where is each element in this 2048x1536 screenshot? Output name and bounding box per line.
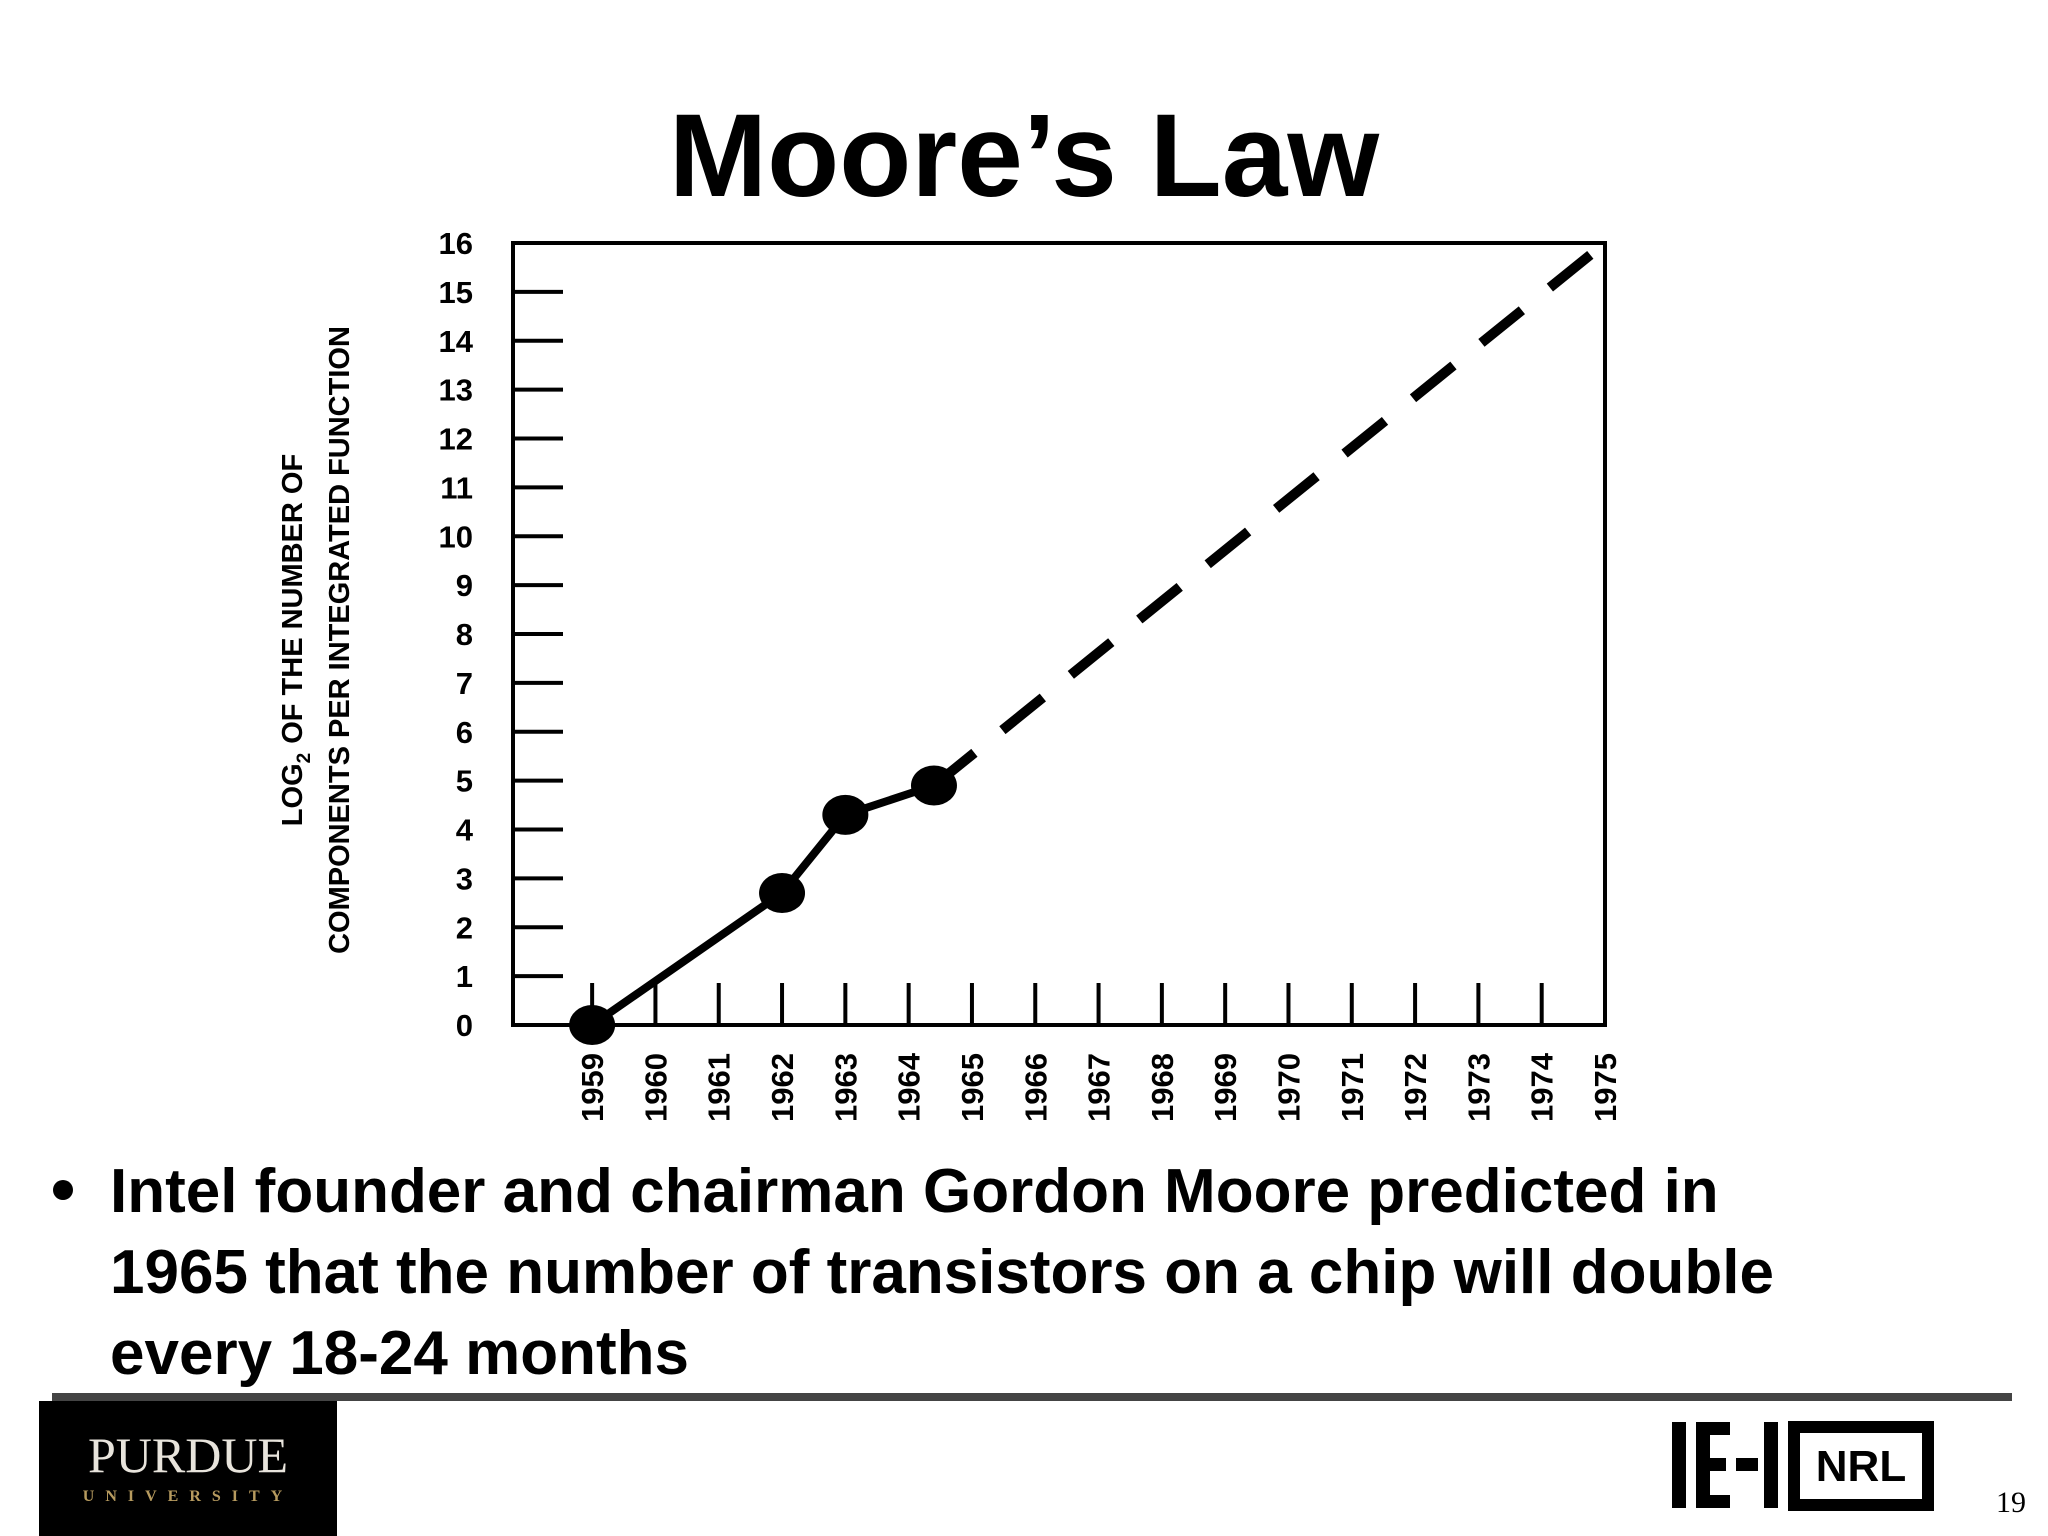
- y-tick-label: 11: [440, 470, 473, 505]
- logo-chip: [1788, 1421, 1934, 1511]
- y-axis-label: LOG2 OF THE NUMBER OF: [277, 454, 315, 826]
- y-tick-label: 13: [439, 373, 473, 408]
- y-axis-label-part: OF THE NUMBER OF: [277, 454, 309, 744]
- y-tick-label: 8: [456, 617, 473, 652]
- y-tick-label: 2: [456, 910, 473, 945]
- y-tick-label: 7: [456, 666, 473, 701]
- logo-shape: [1672, 1422, 1686, 1508]
- data-point: [822, 794, 869, 835]
- bullet-text: every 18-24 months: [110, 1319, 689, 1388]
- x-tick-label: 1968: [1145, 1053, 1180, 1122]
- data-point: [569, 1005, 616, 1045]
- purdue-sub: UNIVERSITY: [83, 1488, 293, 1505]
- logo-shape: [1764, 1422, 1778, 1508]
- data-point: [759, 873, 806, 914]
- purdue-logo: [39, 1401, 337, 1536]
- x-tick-label: 1974: [1525, 1052, 1560, 1122]
- y-tick-label: 16: [439, 226, 473, 261]
- y-tick-label: 3: [456, 861, 473, 896]
- bullet-text: Intel founder and chairman Gordon Moore …: [110, 1157, 1719, 1226]
- y-tick-label: 12: [439, 422, 473, 457]
- x-tick-label: 1962: [765, 1053, 800, 1122]
- x-tick-label: 1970: [1271, 1053, 1306, 1122]
- x-tick-label: 1959: [575, 1053, 610, 1122]
- logo-shape: [1736, 1458, 1758, 1471]
- lab-logo: NRL: [1672, 1421, 1934, 1511]
- plot-frame: [511, 241, 1607, 1027]
- series-line: [589, 781, 936, 1029]
- x-tick-label: 1964: [892, 1052, 927, 1122]
- x-tick-label: 1971: [1335, 1053, 1370, 1122]
- x-tick-label: 1972: [1398, 1053, 1433, 1122]
- x-tick-label: 1969: [1208, 1053, 1243, 1122]
- x-tick-label: 1966: [1018, 1053, 1053, 1122]
- x-tick-label: 1960: [638, 1053, 673, 1122]
- x-tick-label: 1967: [1082, 1053, 1117, 1122]
- x-tick-label: 1973: [1461, 1053, 1496, 1122]
- x-tick-label: 1975: [1588, 1053, 1623, 1122]
- y-tick-label: 4: [456, 813, 474, 848]
- y-tick-label: 1: [456, 959, 473, 994]
- logo-shape: [1696, 1422, 1730, 1435]
- y-axis-label-subscript: 2: [294, 753, 315, 764]
- y-tick-label: 14: [439, 324, 474, 359]
- logo-shape: [1696, 1495, 1730, 1508]
- x-tick-label: 1961: [702, 1053, 737, 1122]
- y-tick-label: 6: [456, 715, 473, 750]
- x-tick-label: 1963: [828, 1053, 863, 1122]
- slide-title: Moore’s Law: [669, 90, 1381, 222]
- footer-rule: [52, 1393, 2012, 1401]
- y-tick-label: 0: [456, 1008, 473, 1043]
- logo-shape: [1696, 1458, 1726, 1471]
- purdue-name: PURDUE: [88, 1427, 288, 1483]
- y-axis-label-part: LOG: [277, 763, 309, 826]
- y-tick-label: 15: [439, 275, 473, 310]
- y-tick-label: 9: [456, 568, 473, 603]
- lab-logo-text: NRL: [1816, 1442, 1906, 1491]
- bullet-text: 1965 that the number of transistors on a…: [110, 1238, 1774, 1307]
- bullet-dot: [53, 1180, 73, 1200]
- y-tick-label: 5: [456, 764, 473, 799]
- y-tick-label: 10: [439, 519, 473, 554]
- series-line: [930, 239, 1609, 790]
- page-number: 19: [1996, 1486, 2026, 1519]
- y-axis-label: COMPONENTS PER INTEGRATED FUNCTION: [324, 326, 356, 954]
- x-tick-label: 1965: [955, 1053, 990, 1122]
